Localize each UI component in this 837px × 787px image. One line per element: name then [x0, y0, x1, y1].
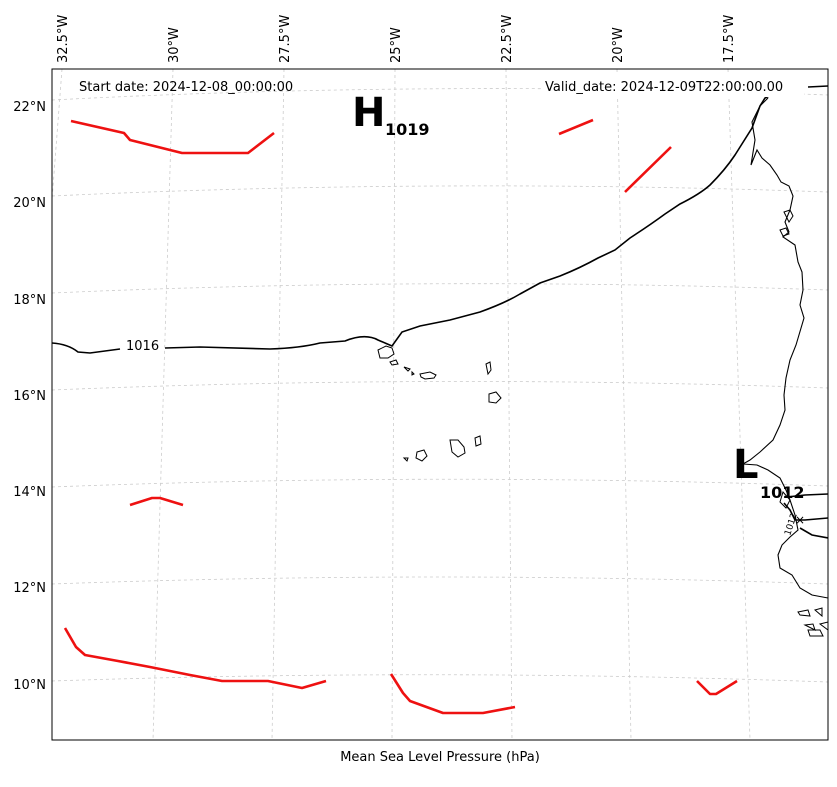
lon-label: 20°W [611, 27, 626, 63]
header-right-bg [542, 75, 804, 97]
isobar-low-ring [783, 493, 828, 539]
lat-label: 14°N [13, 485, 46, 500]
fronts [63, 118, 738, 715]
front-se [696, 679, 738, 696]
front-nw [70, 119, 275, 155]
lon-label: 27.5°W [278, 15, 293, 63]
footer-label: Mean Sea Level Pressure (hPa) [340, 750, 540, 765]
lat-label: 12°N [13, 581, 46, 596]
isobars [52, 85, 828, 539]
lon-label: 30°W [167, 27, 182, 63]
isobar-1016 [52, 92, 777, 354]
lon-label: 17.5°W [722, 15, 737, 63]
isobar-label-bg [122, 337, 164, 354]
graticule [52, 69, 828, 740]
header-start-date: Start date: 2024-12-08_00:00:00 [79, 80, 293, 95]
lat-label: 10°N [13, 678, 46, 693]
coastline-guinea-islands [797, 607, 828, 637]
lat-label: 18°N [13, 293, 46, 308]
front-west-mid [129, 496, 184, 507]
front-n-short [558, 118, 594, 136]
map-frame [51, 68, 829, 741]
low-symbol: L [733, 442, 759, 488]
coastline-islands-north [779, 209, 794, 237]
header-valid-date: Valid_date: 2024-12-09T22:00:00.00 [545, 80, 783, 95]
front-south [389, 673, 516, 715]
front-sw [63, 627, 327, 690]
lat-label: 20°N [13, 196, 46, 211]
isobar-label: 1016 [126, 339, 159, 354]
low-value: 1012 [760, 483, 805, 502]
lat-labels: 22°N 20°N 18°N 16°N 14°N 12°N 10°N [13, 100, 46, 693]
cape-verde-islands [377, 345, 502, 462]
lat-label: 22°N [13, 100, 46, 115]
high-value: 1019 [385, 120, 430, 139]
lon-label: 25°W [389, 27, 404, 63]
isobar-low-core [779, 490, 791, 509]
lon-label: 22.5°W [500, 15, 515, 63]
lon-label: 32.5°W [56, 15, 71, 63]
front-ne [624, 146, 672, 193]
low-center-marker: × [795, 513, 805, 527]
isobar-1016-east [807, 85, 828, 88]
coastline-africa [741, 97, 828, 599]
high-symbol: H [352, 90, 385, 136]
lon-labels: 32.5°W 30°W 27.5°W 25°W 22.5°W 20°W 17.5… [56, 15, 737, 63]
lat-label: 16°N [13, 389, 46, 404]
